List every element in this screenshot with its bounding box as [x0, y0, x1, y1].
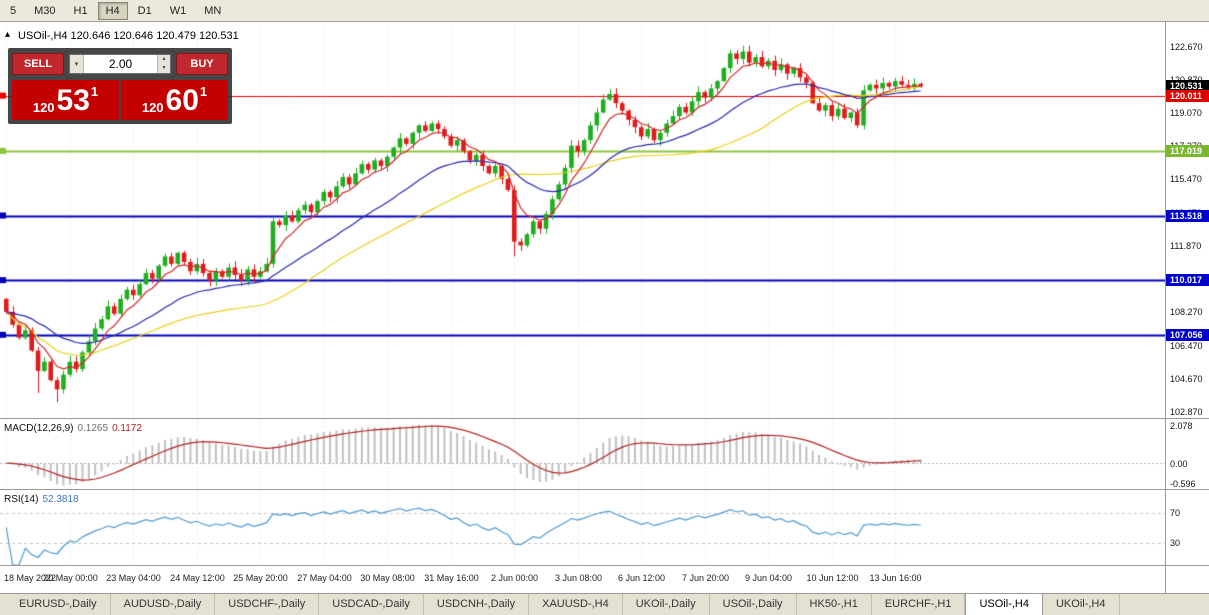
chart-tab-usoil-daily[interactable]: USOil-,Daily [710, 594, 797, 615]
trade-panel-prices: 120 53 1 120 60 1 [12, 80, 228, 120]
rsi-label: RSI(14) 52.3818 [4, 494, 79, 505]
chart-tab-hk50-h1[interactable]: HK50-,H1 [797, 594, 872, 615]
buy-price-big: 60 [165, 84, 199, 117]
trade-panel-controls: SELL ▾ ▴ ▾ BUY [12, 52, 228, 76]
rsi-indicator-canvas[interactable] [0, 490, 1165, 565]
macd-value-1: 0.1265 [77, 423, 109, 434]
time-axis-label: 18 May 2022 [3, 573, 57, 583]
time-axis-label: 13 Jun 16:00 [869, 573, 922, 583]
macd-axis-max: 2.078 [1170, 421, 1193, 431]
time-axis-label: 25 May 20:00 [233, 573, 288, 583]
timeframe-button-mn[interactable]: MN [204, 4, 222, 17]
price-axis-tick: 122.670 [1170, 41, 1203, 52]
macd-axis-min: -0.596 [1170, 479, 1196, 489]
time-axis-label: 23 May 04:00 [106, 573, 161, 583]
timeframe-button-m30[interactable]: M30 [34, 4, 56, 17]
chart-window: ▴ USOil-,H4 120.646 120.646 120.479 120.… [0, 22, 1209, 593]
buy-price-button[interactable]: 120 60 1 [121, 80, 228, 120]
buy-button[interactable]: BUY [176, 53, 228, 75]
chart-tab-usdchf-daily[interactable]: USDCHF-,Daily [215, 594, 320, 615]
buy-price-prefix: 120 [141, 100, 164, 115]
volume-input[interactable] [84, 55, 157, 73]
volume-control: ▾ ▴ ▾ [69, 54, 171, 74]
hline-price-badge[interactable]: 110.017 [1166, 274, 1209, 287]
macd-label: MACD(12,26,9) 0.1265 0.1172 [4, 423, 142, 434]
time-axis-label: 31 May 16:00 [424, 573, 479, 583]
price-axis-tick: 119.070 [1170, 108, 1202, 118]
chart-tab-usdcnh-daily[interactable]: USDCNH-,Daily [424, 594, 530, 615]
time-axis[interactable]: 18 May 2022 20 May 00:00 23 May 04:00 24 Ma… [0, 566, 1165, 593]
price-axis-tick: 115.470 [1170, 174, 1202, 185]
timeframe-button-d1[interactable]: D1 [137, 4, 152, 17]
time-axis-label: 10 Jun 12:00 [806, 573, 859, 583]
time-axis-label: 27 May 04:00 [297, 573, 352, 583]
time-axis-label: 3 Jun 08:00 [554, 573, 603, 583]
chart-tab-usoil-h4[interactable]: USOil-,H4 [965, 594, 1043, 615]
chart-tab-eurusd-daily[interactable]: EURUSD-,Daily [6, 594, 111, 615]
rsi-value: 52.3818 [42, 494, 79, 505]
rsi-axis-level: 70 [1170, 507, 1181, 518]
price-axis-tick: 111.870 [1170, 240, 1202, 251]
macd-axis-zero: 0.00 [1170, 458, 1188, 469]
time-axis-label: 7 Jun 20:00 [681, 573, 730, 583]
time-axis-label: 30 May 08:00 [360, 573, 415, 583]
volume-spinner: ▴ ▾ [157, 55, 170, 73]
macd-name: MACD(12,26,9) [4, 423, 74, 434]
volume-decrease-icon[interactable]: ▾ [158, 64, 170, 73]
price-axis[interactable]: 122.670120.870119.070117.270115.470113.6… [1165, 22, 1209, 593]
time-axis-label: 2 Jun 00:00 [490, 573, 539, 583]
price-macd-divider[interactable] [0, 418, 1209, 419]
sell-button[interactable]: SELL [12, 53, 64, 75]
hline-price-badge[interactable]: 113.518 [1166, 209, 1209, 222]
current-price-badge: 120.531 [1166, 80, 1209, 93]
collapse-trade-panel-icon[interactable]: ▴ [5, 29, 11, 40]
sell-price-big: 53 [56, 84, 90, 117]
time-axis-label: 20 May 00:00 [43, 573, 98, 583]
price-axis-tick: 106.470 [1170, 340, 1203, 351]
chart-tab-audusd-daily[interactable]: AUDUSD-,Daily [111, 594, 216, 615]
timeframe-button-h1[interactable]: H1 [73, 4, 88, 17]
macd-indicator-canvas[interactable] [0, 419, 1165, 489]
sell-price-button[interactable]: 120 53 1 [12, 80, 119, 120]
volume-increase-icon[interactable]: ▴ [158, 55, 170, 64]
chart-tab-usdcad-daily[interactable]: USDCAD-,Daily [319, 594, 424, 615]
timeframe-button-5[interactable]: 5 [10, 4, 17, 17]
rsi-timeaxis-divider [0, 565, 1209, 566]
rsi-name: RSI(14) [4, 494, 39, 505]
price-axis-tick: 102.870 [1170, 407, 1203, 418]
price-axis-tick: 104.670 [1170, 373, 1203, 384]
hline-price-badge[interactable]: 117.019 [1166, 144, 1209, 157]
timeframe-button-w1[interactable]: W1 [169, 4, 187, 17]
price-axis-tick: 120.870 [1170, 75, 1203, 85]
buy-price-sup: 1 [199, 84, 208, 99]
rsi-axis-level: 30 [1170, 537, 1181, 548]
time-axis-label: 6 Jun 12:00 [617, 573, 666, 583]
chart-tab-ukoil-h4[interactable]: UKOil-,H4 [1043, 594, 1120, 615]
chart-plot-area: ▴ USOil-,H4 120.646 120.646 120.479 120.… [0, 22, 1165, 593]
hline-price-badge[interactable]: 120.011 [1166, 89, 1209, 102]
sell-price-sup: 1 [90, 84, 99, 99]
chart-tab-ukoil-daily[interactable]: UKOil-,Daily [623, 594, 710, 615]
timeframe-toolbar: 5 M30 H1 H4 D1 W1 MN [0, 0, 1209, 22]
chart-tab-bar: EURUSD-,Daily AUDUSD-,Daily USDCHF-,Daily U… [0, 593, 1209, 615]
macd-value-2: 0.1172 [112, 423, 142, 434]
price-axis-tick: 108.270 [1170, 307, 1203, 318]
chart-tab-eurchf-h1[interactable]: EURCHF-,H1 [872, 594, 966, 615]
sell-price-prefix: 120 [32, 100, 55, 115]
timeframe-button-h4[interactable]: H4 [97, 1, 128, 20]
volume-dropdown-icon[interactable]: ▾ [70, 55, 84, 73]
time-axis-label: 24 May 12:00 [170, 573, 225, 583]
macd-rsi-divider[interactable] [0, 489, 1209, 490]
chart-title-ohlc: USOil-,H4 120.646 120.646 120.479 120.53… [18, 30, 239, 42]
time-axis-label: 9 Jun 04:00 [744, 573, 793, 583]
hline-price-badge[interactable]: 107.056 [1166, 328, 1209, 341]
chart-tab-xauusd-h4[interactable]: XAUUSD-,H4 [529, 594, 623, 615]
